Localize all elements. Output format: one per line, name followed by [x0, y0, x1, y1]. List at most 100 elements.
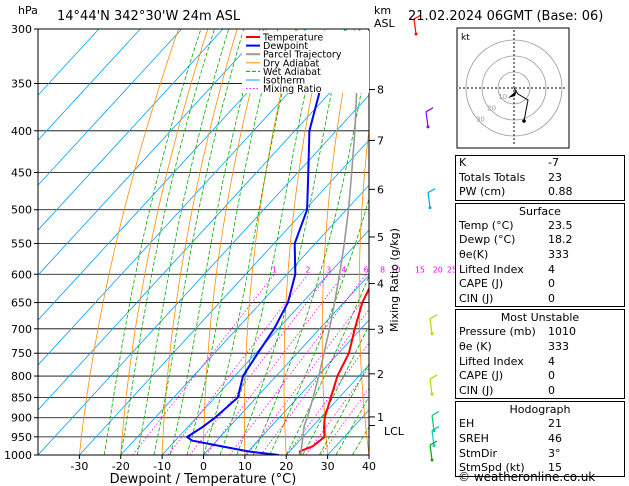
hpa-label: hPa	[18, 4, 38, 17]
most-unstable-row: CIN (J) 0	[456, 384, 624, 399]
mixing-ratio-label: 4	[341, 265, 346, 274]
mixing-ratio-line	[132, 274, 275, 455]
wind-barb	[427, 192, 431, 208]
wet-adiabat-line	[302, 324, 369, 455]
most-unstable-key: CIN (J)	[459, 383, 494, 397]
surface-key: Temp (°C)	[459, 218, 514, 232]
isotherm-line	[38, 29, 224, 231]
series-temperature	[298, 286, 369, 455]
surface-title: Surface	[519, 204, 561, 218]
index-value: -7	[548, 156, 559, 169]
hodograph-row: StmSpd (kt) 15	[456, 461, 624, 476]
km-axis: 8 7 6 5 4 3 2 1	[369, 84, 384, 426]
mixing-ratio-labels: 1 2 3 4 6 8 10 15 20 25	[272, 265, 457, 274]
pressure-tick-label: 800	[11, 370, 32, 383]
wet-adiabat-line	[252, 50, 369, 455]
wind-barb-flag	[427, 188, 436, 194]
isotherm-line	[161, 229, 369, 455]
pressure-tick-label: 350	[11, 78, 32, 91]
hodograph-box-title: Hodograph	[509, 403, 571, 417]
hodograph-end	[522, 119, 526, 123]
surface-key: CAPE (J)	[459, 277, 504, 291]
hodograph-value: 46	[548, 431, 562, 445]
mixing-ratio-line	[260, 309, 369, 455]
mixing-ratio-label: 2	[305, 265, 310, 274]
hodograph-ring-label: 30	[476, 116, 485, 124]
km-tick-label: 4	[377, 278, 384, 291]
legend-entry: Mixing Ratio	[263, 84, 322, 95]
most-unstable-value: 0	[548, 383, 555, 397]
surface-value: 0	[548, 277, 555, 291]
hodograph-key: StmDir	[459, 446, 498, 460]
temperature-tick-label: 0	[200, 460, 207, 473]
wind-barb-base	[430, 392, 434, 396]
wind-barb-flag	[425, 107, 434, 113]
index-row: Totals Totals 23	[456, 171, 624, 186]
km-tick-label: 5	[377, 231, 384, 244]
wind-barb-flag	[429, 374, 438, 380]
pressure-tick-label: 650	[11, 297, 32, 310]
wet-adiabat-line	[319, 362, 369, 455]
dry-adiabat-line	[79, 29, 179, 455]
most-unstable-row: Pressure (mb) 1010	[456, 325, 624, 340]
series-parcel-trajectory	[299, 29, 361, 455]
wind-barb	[413, 18, 417, 35]
wet-adiabat-line	[153, 29, 245, 455]
pressure-tick-label: 900	[11, 412, 32, 425]
mixing-ratio-label: 20	[433, 265, 443, 274]
most-unstable-value: 4	[548, 354, 555, 368]
pressure-tick-label: 600	[11, 268, 32, 281]
mixing-ratio-line	[229, 274, 367, 455]
isotherm-line	[38, 94, 369, 455]
temperature-tick-label: 30	[321, 460, 335, 473]
wind-barb-base	[430, 458, 434, 462]
surface-value: 333	[548, 247, 569, 261]
surface-value: 0	[548, 291, 555, 305]
dry-adiabat-line	[120, 29, 209, 455]
most-unstable-row: Lifted Index 4	[456, 355, 624, 370]
footer-credit: © weatheronline.co.uk	[458, 470, 596, 484]
most-unstable-key: θe (K)	[459, 339, 492, 353]
wet-adiabat-line	[219, 29, 320, 455]
hodograph-key: EH	[459, 417, 475, 431]
surface-row: Temp (°C) 23.5	[456, 219, 624, 234]
temperature-tick-label: 10	[238, 460, 252, 473]
hodograph-row: EH 21	[456, 417, 624, 432]
y2-axis-label: Mixing Ratio (g/kg)	[388, 228, 401, 332]
mixing-ratio-line	[246, 291, 369, 455]
most-unstable-key: Lifted Index	[459, 354, 524, 368]
isotherm-line	[203, 274, 369, 455]
series-dewpoint	[185, 64, 369, 455]
hodograph-key: StmSpd (kt)	[459, 461, 525, 475]
wind-barb	[425, 111, 429, 127]
wind-barb	[431, 415, 435, 431]
isotherm-line	[286, 364, 369, 455]
most-unstable-key: Pressure (mb)	[459, 325, 536, 339]
surface-box: Surface Temp (°C) 23.5 Dewp (°C) 18.2 θe(K) 3…	[455, 202, 625, 308]
km-tick-label: 7	[377, 134, 384, 147]
wind-barb-flag	[429, 314, 438, 320]
hodograph-ring-label: 10	[498, 93, 507, 101]
dry-adiabat-line	[358, 126, 369, 455]
surface-key: Lifted Index	[459, 262, 524, 276]
hodograph-key: SREH	[459, 431, 489, 445]
surface-row: CIN (J) 0	[456, 292, 624, 307]
surface-key: Dewp (°C)	[459, 233, 516, 247]
wet-adiabat-line	[236, 29, 345, 455]
hodograph-ring-label: 20	[487, 104, 496, 112]
asl-label: ASL	[374, 17, 396, 30]
temperature-tick-label: 20	[279, 460, 293, 473]
surface-row: CAPE (J) 0	[456, 277, 624, 292]
wet-adiabat-line	[285, 274, 369, 455]
legend-entry: Temperature	[262, 33, 323, 44]
hodograph-unit: kt	[461, 33, 470, 43]
surface-value: 18.2	[548, 233, 573, 247]
pressure-tick-label: 750	[11, 347, 32, 360]
wind-barb-base	[428, 206, 432, 210]
wind-barbs	[413, 14, 440, 462]
indices-panel: K -7 Totals Totals 23 PW (cm) 0.88 Surface Te…	[455, 155, 625, 479]
wet-adiabat-line	[103, 29, 202, 455]
wind-barb-base	[414, 32, 418, 36]
